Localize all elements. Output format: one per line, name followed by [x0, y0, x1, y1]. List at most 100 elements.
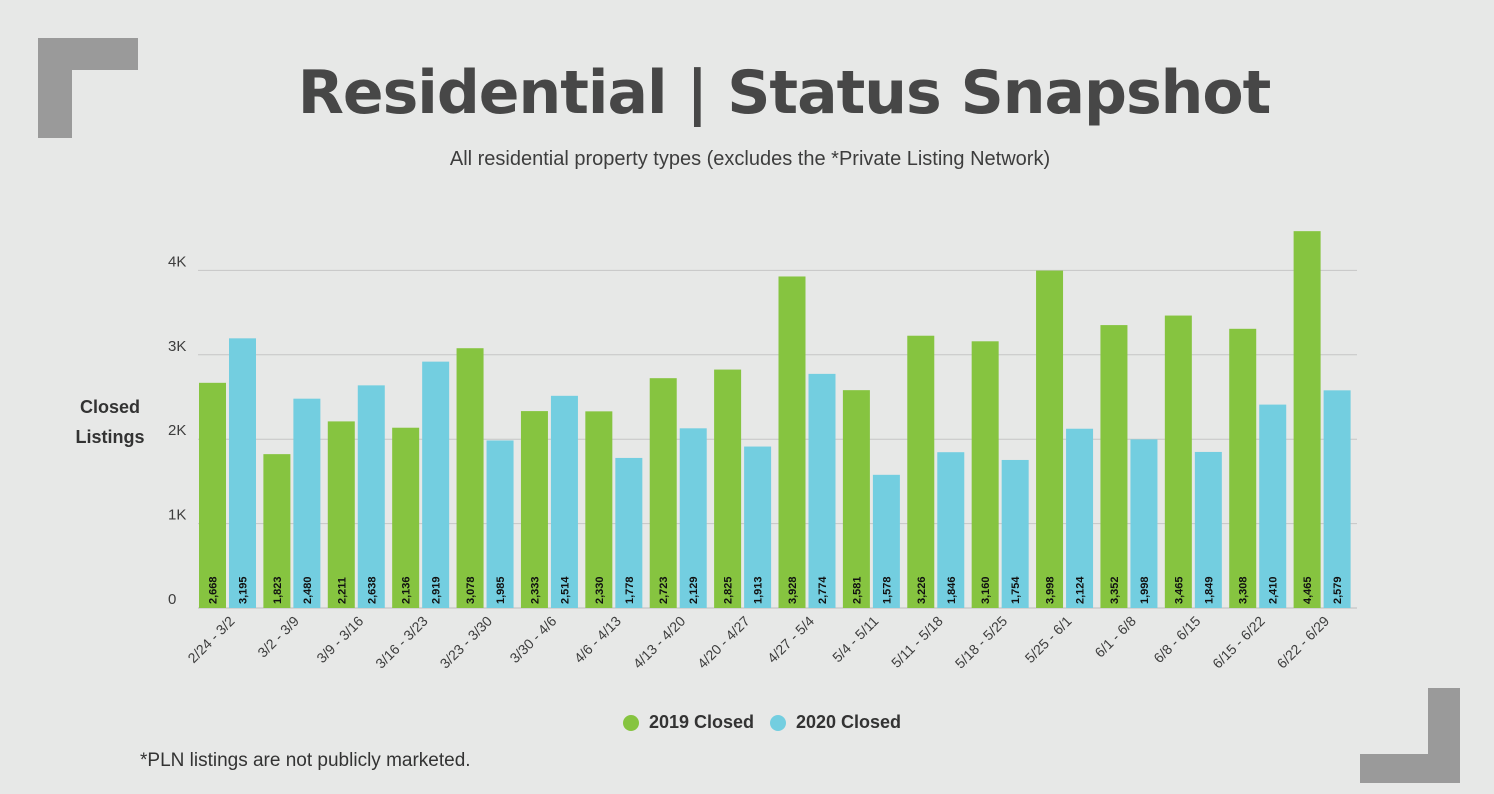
legend-item-2019: 2019 Closed [622, 712, 754, 733]
bar-label-2019-0: 2,668 [208, 576, 220, 604]
x-tick-12: 5/18 - 5/25 [952, 613, 1011, 672]
bar-2019-6 [585, 411, 613, 608]
legend-label-2019: 2019 Closed [648, 712, 754, 732]
bar-2020-9 [808, 373, 836, 608]
bar-label-2020-0: 3,195 [238, 576, 250, 604]
bar-label-2020-15: 1,849 [1203, 576, 1215, 604]
bar-label-2019-13: 3,998 [1045, 576, 1057, 604]
bar-label-2019-8: 2,825 [723, 576, 735, 604]
bar-label-2019-11: 3,226 [916, 576, 928, 604]
bar-2020-6 [615, 457, 643, 608]
bar-2019-14 [1100, 325, 1128, 608]
legend-swatch-2019 [622, 714, 639, 731]
x-tick-3: 3/16 - 3/23 [372, 613, 431, 672]
bar-label-2019-2: 2,211 [336, 577, 348, 604]
bar-label-2019-5: 2,333 [529, 576, 541, 604]
bar-label-2020-13: 2,124 [1075, 576, 1087, 604]
bar-label-2019-12: 3,160 [980, 576, 992, 604]
bar-2020-8 [744, 446, 772, 608]
x-tick-2: 3/9 - 3/16 [313, 613, 366, 666]
bar-label-2020-2: 2,638 [366, 576, 378, 604]
bar-label-2019-7: 2,723 [658, 576, 670, 604]
bar-2020-2 [357, 385, 385, 608]
bar-2020-7 [679, 428, 707, 608]
bar-label-2019-1: 1,823 [272, 576, 284, 604]
bar-2019-5 [520, 411, 548, 608]
x-tick-6: 4/6 - 4/13 [571, 613, 624, 666]
bar-label-2019-3: 2,136 [401, 576, 413, 604]
chart-title: Residential | Status Snapshot [297, 58, 1272, 128]
bar-label-2019-16: 3,308 [1238, 576, 1250, 604]
bar-2019-13 [1036, 270, 1064, 608]
bar-label-2019-9: 3,928 [787, 576, 799, 604]
bar-2019-9 [778, 276, 806, 608]
bar-2019-17 [1293, 231, 1321, 609]
bar-2019-1 [263, 454, 291, 608]
y-tick-2K: 2K [168, 422, 186, 439]
bar-label-2020-5: 2,514 [559, 576, 571, 604]
y-tick-1K: 1K [168, 507, 186, 524]
bar-2019-0 [199, 382, 226, 608]
bar-2020-12 [1001, 459, 1029, 608]
bar-label-2019-10: 2,581 [851, 576, 863, 604]
bar-label-2020-4: 1,985 [495, 576, 507, 604]
legend-item-2020: 2020 Closed [770, 712, 901, 733]
corner-bracket-top-left [38, 38, 138, 138]
bar-2020-15 [1194, 451, 1222, 608]
bar-label-2019-14: 3,352 [1109, 576, 1121, 604]
bar-2019-8 [714, 369, 742, 608]
bar-2020-3 [422, 361, 450, 608]
x-tick-16: 6/15 - 6/22 [1209, 613, 1268, 672]
bar-label-2020-16: 2,410 [1268, 576, 1280, 604]
bar-label-2020-7: 2,129 [688, 576, 700, 604]
bar-label-2020-9: 2,774 [817, 576, 829, 604]
bar-label-2020-3: 2,919 [431, 576, 443, 604]
chart-legend: 2019 Closed 2020 Closed [0, 712, 1494, 733]
bar-label-2020-11: 1,846 [946, 576, 958, 604]
bar-label-2019-17: 4,465 [1302, 576, 1314, 604]
bar-2019-7 [649, 378, 677, 608]
bar-2020-14 [1130, 439, 1158, 608]
x-tick-11: 5/11 - 5/18 [888, 613, 946, 671]
x-tick-15: 6/8 - 6/15 [1150, 613, 1203, 666]
bar-2019-3 [392, 427, 420, 608]
bar-2020-10 [872, 474, 900, 608]
bar-label-2020-6: 1,778 [624, 576, 636, 604]
bar-2020-13 [1066, 428, 1094, 608]
y-tick-3K: 3K [168, 338, 186, 355]
bar-2019-2 [327, 421, 355, 608]
bar-label-2020-1: 2,480 [302, 576, 314, 604]
y-tick-4K: 4K [168, 253, 186, 270]
bar-label-2020-10: 1,578 [881, 576, 893, 604]
bar-label-2019-15: 3,465 [1173, 576, 1185, 604]
x-tick-13: 5/25 - 6/1 [1022, 613, 1075, 666]
bar-2019-16 [1229, 328, 1257, 608]
bar-label-2019-4: 3,078 [465, 576, 477, 604]
y-axis-label-line-1: Closed [79, 397, 140, 417]
bar-2019-15 [1164, 315, 1192, 608]
x-tick-17: 6/22 - 6/29 [1274, 613, 1333, 672]
x-tick-14: 6/1 - 6/8 [1091, 613, 1139, 661]
bar-2020-16 [1259, 404, 1287, 608]
x-tick-7: 4/13 - 4/20 [630, 613, 689, 672]
bar-2020-4 [486, 440, 514, 608]
x-tick-9: 4/27 - 5/4 [764, 613, 817, 666]
bar-2020-5 [550, 395, 578, 608]
bar-label-2020-12: 1,754 [1010, 576, 1022, 604]
x-tick-1: 3/2 - 3/9 [254, 613, 302, 661]
y-axis-label: Closed Listings [60, 392, 160, 452]
x-tick-8: 4/20 - 4/27 [694, 613, 753, 672]
legend-label-2020: 2020 Closed [796, 712, 902, 732]
y-axis-label-line-2: Listings [75, 427, 145, 447]
bar-label-2019-6: 2,330 [594, 576, 606, 604]
chart-subtitle: All residential property types (excludes… [449, 148, 1051, 170]
legend-swatch-2020 [770, 714, 786, 731]
bar-2020-1 [293, 398, 321, 608]
bar-2020-17 [1323, 390, 1351, 608]
x-tick-4: 3/23 - 3/30 [437, 613, 496, 672]
bar-2019-12 [971, 341, 999, 608]
bar-label-2020-8: 1,913 [753, 576, 765, 604]
x-tick-0: 2/24 - 3/2 [184, 613, 237, 666]
bar-2019-10 [842, 390, 870, 608]
